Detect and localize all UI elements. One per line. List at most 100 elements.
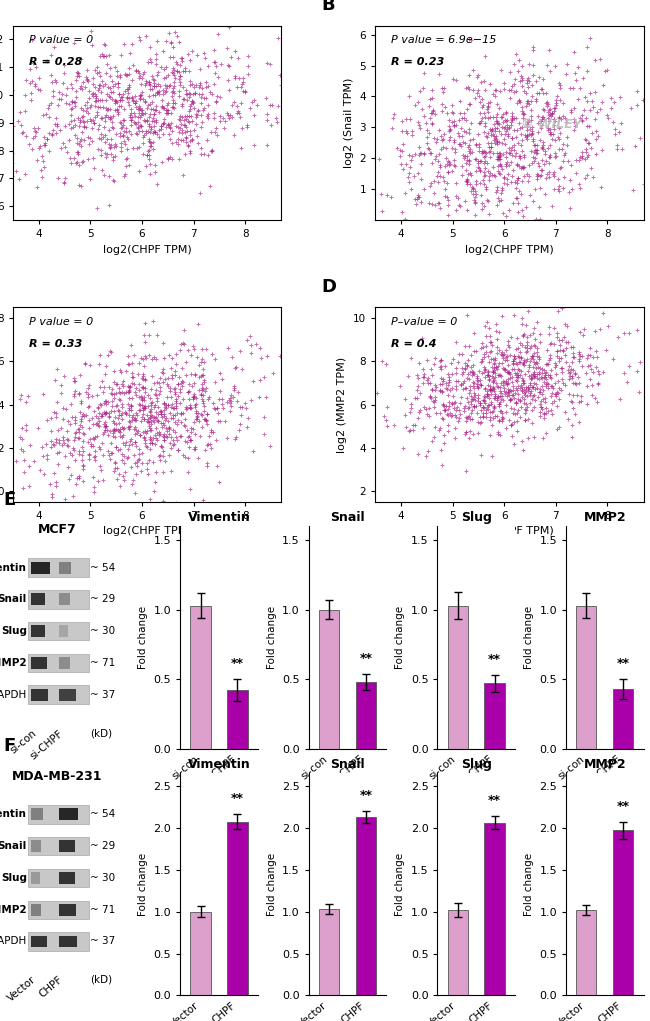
Point (259, 408, 269, 425)
Point (440, 188, 450, 204)
Point (161, 397, 172, 414)
Point (560, 346, 570, 362)
Point (504, 82, 514, 98)
Point (150, 156, 160, 173)
Point (202, 454, 212, 471)
Point (497, 388, 507, 404)
Point (164, 383, 175, 399)
Point (511, 145, 521, 161)
Point (502, 337, 513, 353)
Point (82, 94, 92, 110)
Point (74, 156, 85, 173)
Point (117, 404, 127, 421)
Point (87, 38, 98, 54)
Point (537, 162, 547, 179)
Point (51, 445, 62, 461)
Point (8, 117, 18, 134)
Point (125, 106, 136, 123)
Point (128, 92, 138, 108)
Point (525, 296, 535, 312)
Point (488, 370, 499, 386)
Point (71, 89, 81, 105)
Point (42, 411, 52, 428)
Point (495, 388, 505, 404)
Point (151, 421, 161, 437)
Point (525, 102, 536, 118)
Point (580, 132, 591, 148)
Point (115, 361, 125, 378)
Point (366, 156, 376, 173)
Point (165, 119, 176, 136)
Point (114, 466, 125, 482)
Point (530, 381, 540, 397)
Point (127, 71, 138, 88)
Point (163, 126, 174, 142)
Point (51, 117, 62, 134)
Point (535, 395, 545, 411)
Point (191, 47, 202, 63)
Point (582, 149, 592, 165)
Point (480, 369, 491, 385)
Point (557, 136, 567, 152)
Point (577, 147, 588, 163)
Point (108, 84, 118, 100)
Point (443, 207, 453, 224)
Point (127, 390, 137, 406)
Point (453, 354, 463, 371)
Point (423, 371, 434, 387)
Point (120, 436, 131, 452)
Point (109, 402, 119, 419)
Point (243, 66, 254, 83)
Point (526, 78, 537, 94)
Point (590, 84, 600, 100)
Point (534, 403, 545, 420)
Point (517, 382, 527, 398)
Point (558, 180, 569, 196)
Point (25, 437, 35, 453)
Point (72, 64, 83, 81)
Point (506, 374, 517, 390)
Point (231, 105, 242, 121)
Point (587, 125, 597, 141)
Point (493, 134, 504, 150)
Point (491, 96, 502, 112)
Point (75, 80, 85, 96)
Point (521, 343, 531, 359)
Point (540, 364, 550, 381)
Point (504, 392, 515, 408)
Point (448, 116, 459, 133)
Point (507, 168, 517, 185)
Point (103, 197, 114, 213)
Point (519, 158, 529, 175)
Point (586, 140, 597, 156)
Point (131, 63, 141, 80)
Point (536, 386, 547, 402)
Point (117, 91, 127, 107)
Point (413, 378, 423, 394)
Point (117, 89, 127, 105)
Point (425, 145, 436, 161)
Point (189, 376, 200, 392)
Point (16, 429, 26, 445)
Point (462, 176, 473, 192)
Point (82, 113, 92, 130)
Point (220, 412, 230, 429)
Point (77, 153, 87, 169)
Point (514, 119, 525, 136)
Point (503, 363, 514, 380)
Point (201, 75, 211, 91)
Point (575, 80, 585, 96)
Point (435, 405, 445, 422)
Point (29, 452, 39, 469)
Point (58, 174, 69, 190)
Point (553, 110, 564, 127)
Point (530, 211, 541, 228)
Point (492, 197, 502, 213)
Point (592, 349, 603, 366)
Point (147, 435, 157, 451)
Point (142, 407, 152, 424)
Point (488, 379, 498, 395)
Point (430, 377, 440, 393)
Point (504, 157, 515, 174)
Point (187, 43, 198, 59)
